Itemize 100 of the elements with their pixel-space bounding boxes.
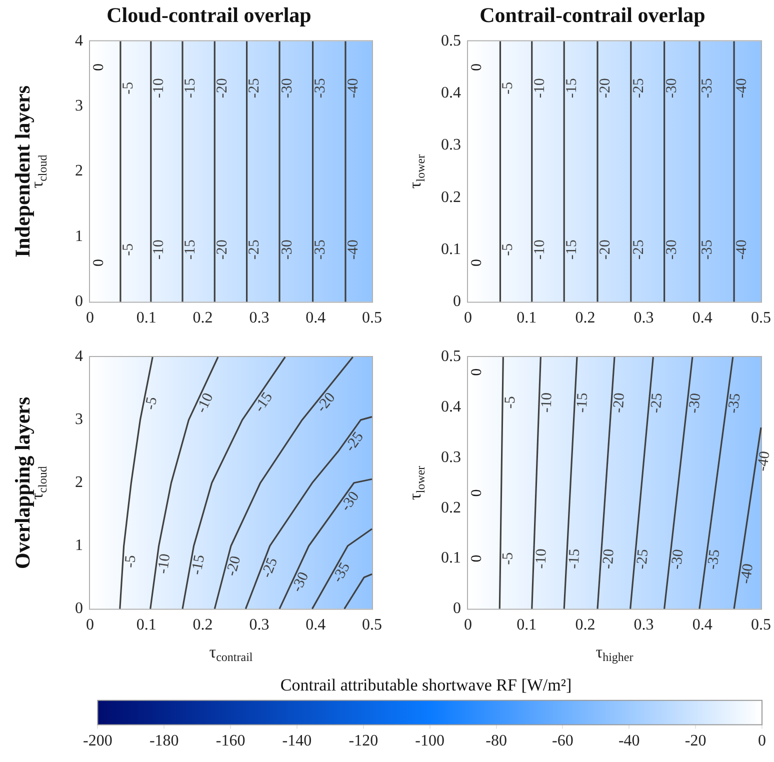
y-tick-label: 0 <box>453 600 461 618</box>
text: -5 <box>500 552 516 565</box>
y-tick-label: 0 <box>75 293 83 310</box>
text: -10 <box>538 392 556 413</box>
y-tick-label: 0.5 <box>441 32 461 50</box>
y-tick-label: 1 <box>75 537 83 554</box>
text: -5 <box>120 82 136 94</box>
y-tick-label: 4 <box>75 32 83 50</box>
text: -10 <box>150 78 167 98</box>
y-tick-label: 3 <box>75 411 83 428</box>
text: -30 <box>289 570 312 595</box>
color-bar-label: -200 <box>83 732 112 750</box>
text: -20 <box>214 78 231 98</box>
text: -40 <box>345 78 362 98</box>
x-tick-label: 0.2 <box>575 310 596 327</box>
y-tick-label: 0.4 <box>441 398 461 416</box>
text: -25 <box>246 240 263 260</box>
y-tick-label: 2 <box>75 474 83 492</box>
y-tick-label: 0.2 <box>441 188 461 206</box>
text: -5 <box>120 243 136 256</box>
text: -5 <box>122 554 140 568</box>
annotation: 0 <box>468 368 485 376</box>
y-tick-label: 2 <box>75 162 83 180</box>
x-tick-label: 0.4 <box>692 616 712 634</box>
x-tick-label: 0.1 <box>516 310 537 327</box>
text: -25 <box>630 78 647 98</box>
annotation: 0 <box>90 64 107 72</box>
color-bar-label: -160 <box>216 732 246 750</box>
text: -10 <box>533 548 550 569</box>
text: -20 <box>597 240 614 260</box>
color-bar-title: Contrail attributable shortwave RF [W/m²] <box>280 676 572 695</box>
y-tick-label: 0.5 <box>441 348 461 366</box>
y-tick-label: 0 <box>453 293 461 310</box>
x-tick-label: 0.4 <box>306 616 326 634</box>
x-tick-label: 0 <box>86 616 94 634</box>
color-bar-label: -20 <box>684 732 706 750</box>
text: -5 <box>502 396 519 409</box>
x-tick-label: 0.5 <box>362 616 382 634</box>
text: -30 <box>668 548 687 570</box>
text: -15 <box>574 392 592 414</box>
text: -10 <box>532 78 548 98</box>
text: -5 <box>500 243 516 256</box>
text: -25 <box>648 392 666 414</box>
text: -35 <box>312 240 329 260</box>
y-tick-label: 0.4 <box>441 84 461 102</box>
chart-title: Cloud-contrail overlap <box>106 3 312 28</box>
color-bar-label: -40 <box>618 732 640 750</box>
text: -20 <box>224 554 244 578</box>
x-tick-label: 0.1 <box>516 616 537 634</box>
text: -15 <box>566 548 584 570</box>
text: -5 <box>142 396 161 412</box>
chart-title: Contrail-contrail overlap <box>480 3 706 28</box>
text: -15 <box>188 554 208 576</box>
text: -40 <box>345 240 362 260</box>
annotation: 0 <box>90 258 107 266</box>
text: -5 <box>500 82 516 94</box>
x-tick-label: 0.5 <box>751 616 771 634</box>
text: -10 <box>150 240 167 260</box>
y-tick-label: 0.1 <box>441 240 461 258</box>
y-tick-label: 4 <box>75 348 83 366</box>
x-tick-label: 0.1 <box>136 616 156 634</box>
x-tick-label: 0 <box>464 616 472 634</box>
x-tick-label: 0.5 <box>751 310 771 327</box>
text: -25 <box>630 240 647 260</box>
y-axis-title: τlower <box>405 154 428 189</box>
text: -10 <box>532 240 548 260</box>
x-tick-label: 0.2 <box>192 310 213 327</box>
x-tick-label: 0.5 <box>362 310 382 327</box>
text: -25 <box>342 429 367 455</box>
y-tick-label: 0.3 <box>441 448 461 466</box>
y-tick-label: 0.1 <box>441 550 461 567</box>
color-bar-label: 0 <box>758 732 766 750</box>
text: -15 <box>564 240 580 260</box>
annotation: 0 <box>468 554 485 562</box>
y-tick-label: 0.2 <box>441 499 461 516</box>
text: -20 <box>597 78 614 98</box>
text: -15 <box>564 78 580 98</box>
y-tick-label: 1 <box>75 228 83 245</box>
text: -40 <box>738 562 757 585</box>
x-tick-label: 0.2 <box>192 616 213 634</box>
color-bar-label: -140 <box>282 732 312 750</box>
color-bar-label: -180 <box>149 732 179 750</box>
text: -10 <box>155 552 174 575</box>
text: -20 <box>610 392 628 414</box>
x-tick-label: 0.4 <box>692 310 712 327</box>
text: -15 <box>182 78 198 98</box>
text: -30 <box>686 392 704 414</box>
y-tick-label: 0.3 <box>441 136 461 154</box>
x-tick-label: 0 <box>86 310 94 327</box>
text: -30 <box>664 78 680 98</box>
text: -30 <box>279 78 296 98</box>
text: -35 <box>699 78 716 98</box>
text: -25 <box>258 556 281 580</box>
color-bar-label: -100 <box>415 732 444 750</box>
y-axis-title: τlower <box>405 466 428 500</box>
annotation: 0 <box>468 258 485 266</box>
text: -20 <box>600 548 618 570</box>
x-tick-label: 0.3 <box>249 616 270 634</box>
color-bar-label: -120 <box>348 732 378 750</box>
text: -35 <box>330 560 354 586</box>
